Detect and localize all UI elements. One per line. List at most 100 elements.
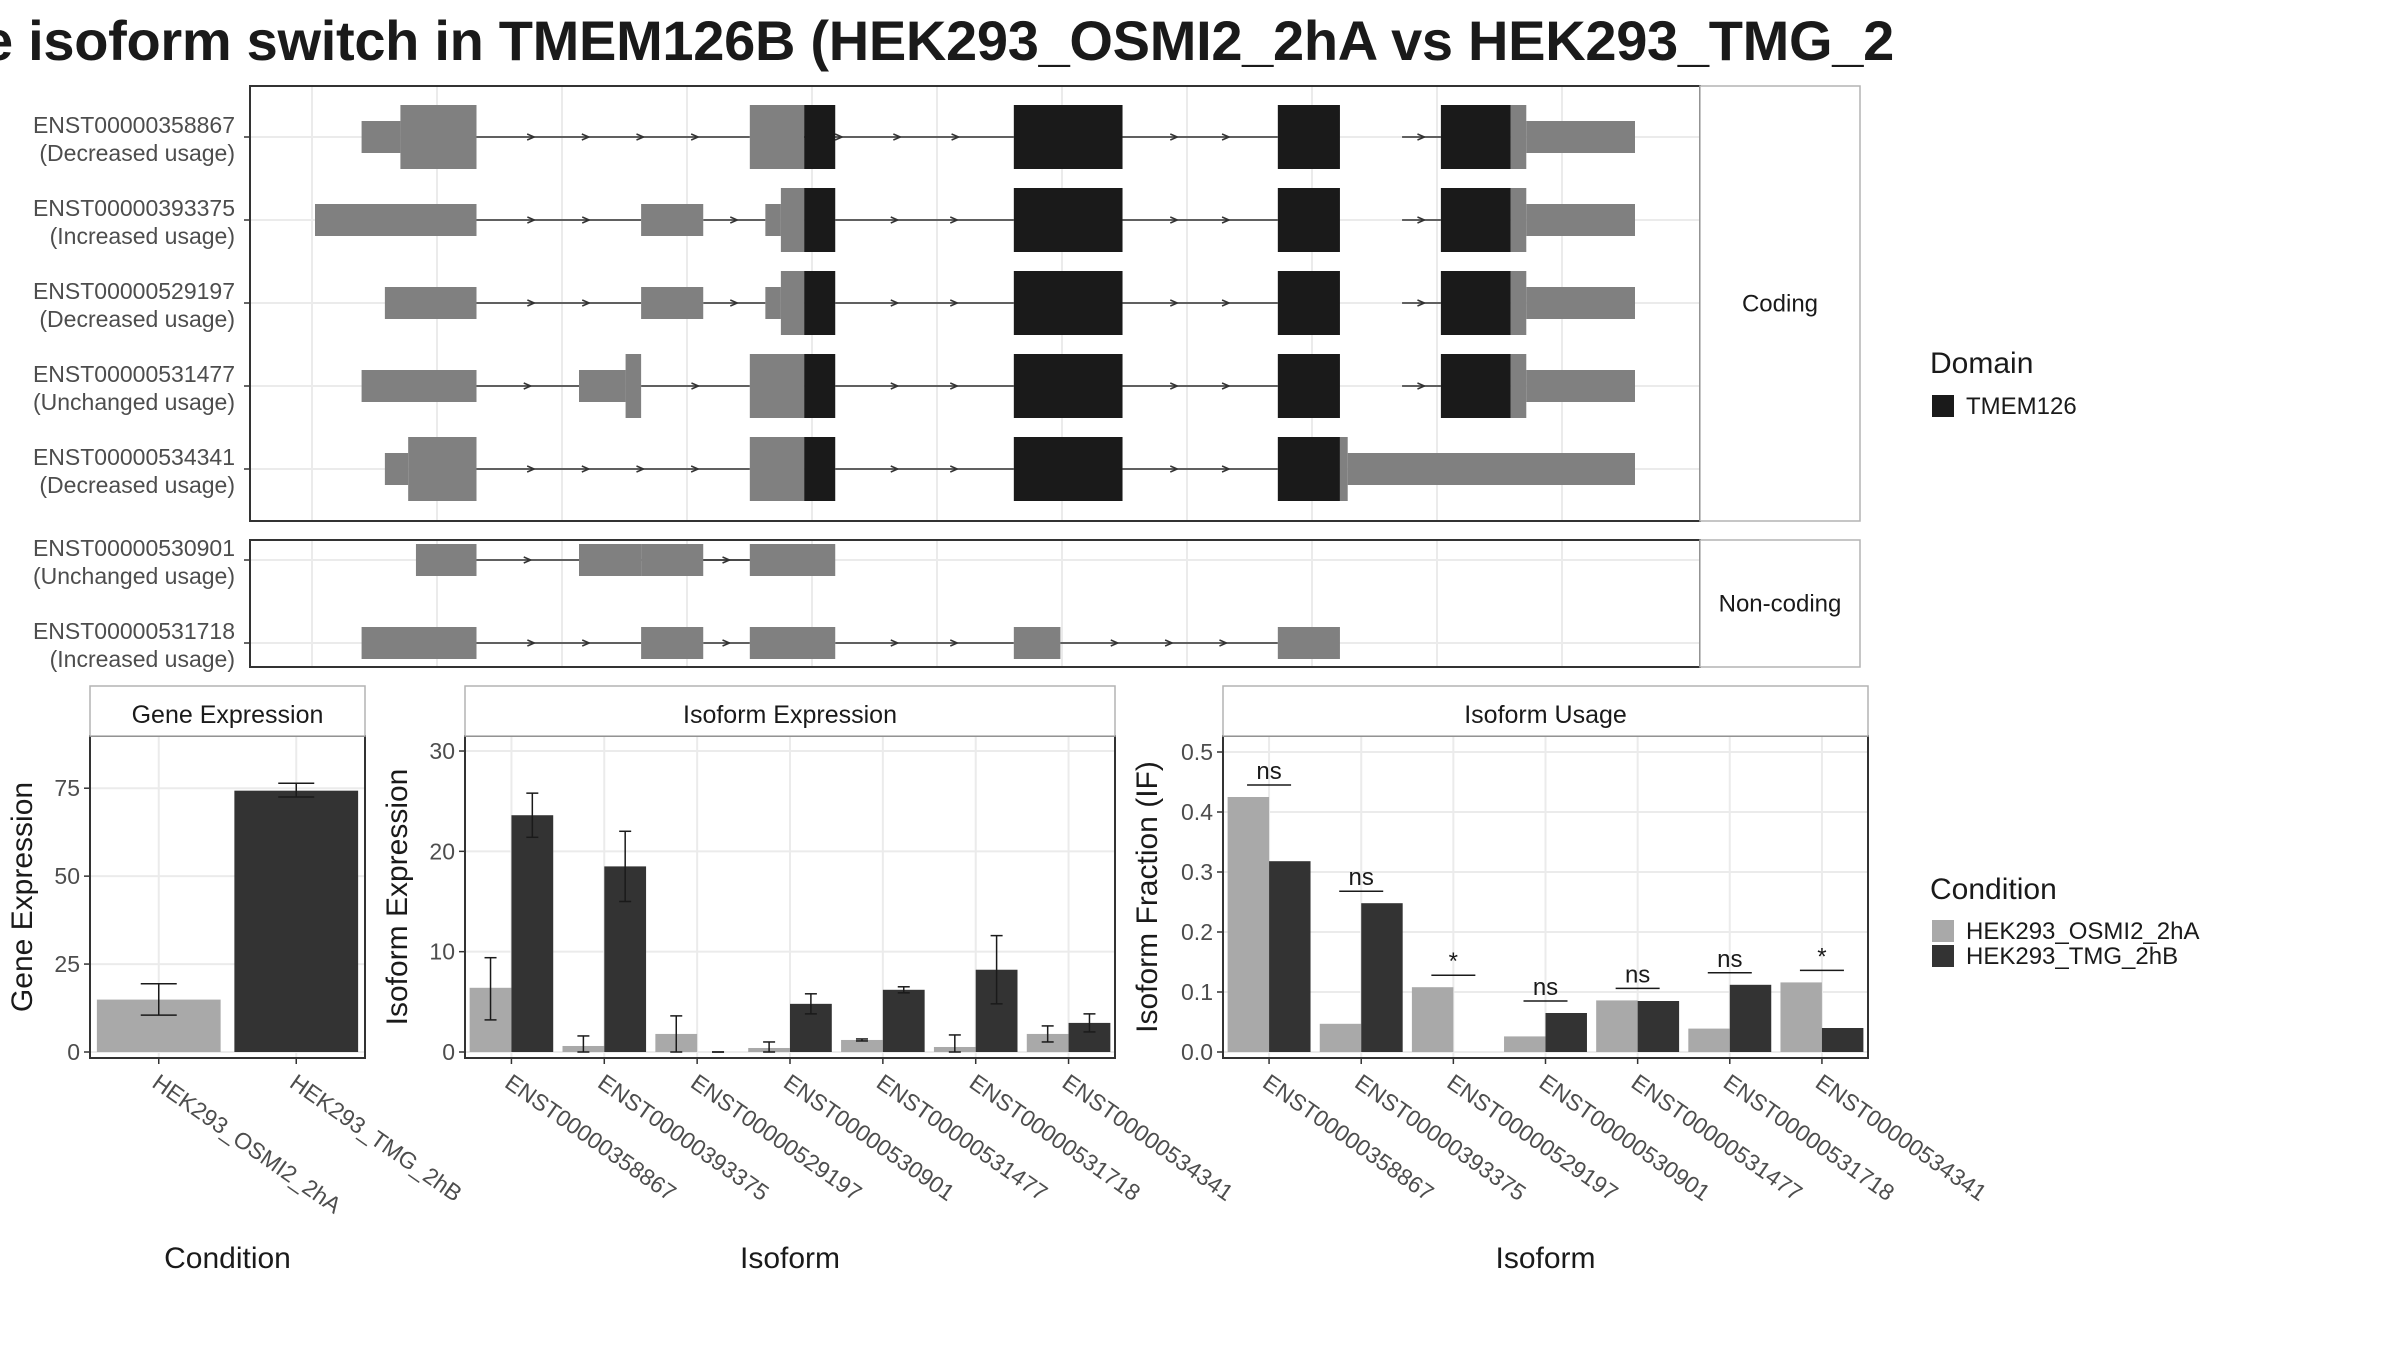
intron-arrow xyxy=(691,382,701,390)
intron-arrow xyxy=(527,216,537,224)
utr-exon xyxy=(1526,204,1635,236)
transcript-usage-label: (Unchanged usage) xyxy=(33,389,235,415)
transcript-usage-label: (Increased usage) xyxy=(50,223,235,249)
intron-arrow xyxy=(890,382,900,390)
utr-exon xyxy=(1013,627,1061,659)
utr-exon xyxy=(765,287,781,319)
coding-exon xyxy=(1277,271,1340,335)
coding-exon xyxy=(1013,188,1123,252)
isoform-expression-x-axis-label: Isoform xyxy=(740,1242,840,1275)
utr-exon xyxy=(749,105,805,169)
intron-arrow xyxy=(1221,133,1231,141)
intron-arrow xyxy=(893,133,903,141)
bar xyxy=(1026,1033,1069,1052)
coding-exon xyxy=(804,437,836,501)
intron-arrow xyxy=(1417,216,1427,224)
intron-arrow xyxy=(581,216,592,224)
coding-strip xyxy=(1699,85,1861,522)
bar xyxy=(1596,1000,1638,1052)
intron-arrow xyxy=(949,465,960,473)
intron-arrow xyxy=(729,216,740,224)
intron-arrow xyxy=(581,299,592,307)
utr-exon xyxy=(315,204,477,236)
y-tick-label: 0.3 xyxy=(1181,859,1213,885)
coding-exon xyxy=(1013,437,1123,501)
significance-label: ns xyxy=(1533,974,1558,1001)
bar xyxy=(1637,1001,1680,1052)
gene-expression-title-strip xyxy=(89,685,366,737)
intron-arrow xyxy=(949,639,960,647)
transcript-id-label: ENST00000534341 xyxy=(33,444,235,470)
transcript-id-label: ENST00000358867 xyxy=(33,112,235,138)
intron-arrow xyxy=(636,133,646,141)
intron-arrow xyxy=(1169,382,1180,390)
transcript-usage-label: (Decreased usage) xyxy=(39,306,235,332)
noncoding-panel-bg xyxy=(250,540,1700,667)
intron-arrow xyxy=(1169,299,1180,307)
significance-label: ns xyxy=(1349,864,1374,891)
y-tick-label: 10 xyxy=(429,939,455,965)
utr-exon xyxy=(1510,188,1527,252)
coding-exon xyxy=(804,354,836,418)
intron-arrow xyxy=(890,465,900,473)
utr-exon xyxy=(765,204,781,236)
x-tick-label: ENST00000531718 xyxy=(965,1069,1145,1206)
intron-arrow xyxy=(1169,133,1180,141)
utr-exon xyxy=(384,287,477,319)
utr-exon xyxy=(579,370,626,402)
intron-arrow xyxy=(581,133,591,141)
condition-legend-swatch xyxy=(1932,945,1954,967)
x-tick-label: ENST00000531477 xyxy=(1627,1069,1807,1206)
utr-exon xyxy=(361,121,401,153)
intron-arrow xyxy=(949,382,960,390)
significance-label: * xyxy=(1449,948,1458,975)
bar xyxy=(1780,982,1822,1052)
intron-arrow xyxy=(729,299,740,307)
intron-arrow xyxy=(1221,382,1231,390)
utr-exon xyxy=(625,354,642,418)
x-tick-label: ENST00000393375 xyxy=(1350,1069,1530,1206)
intron-arrow xyxy=(1221,299,1231,307)
intron-arrow xyxy=(949,216,960,224)
isoform-usage-title-strip xyxy=(1222,685,1869,737)
utr-exon xyxy=(749,437,805,501)
intron-arrow xyxy=(722,639,732,647)
coding-exon xyxy=(1013,271,1123,335)
coding-exon xyxy=(1277,354,1340,418)
intron-arrow xyxy=(1221,216,1231,224)
utr-exon xyxy=(749,544,836,576)
y-tick-label: 50 xyxy=(54,863,80,889)
utr-exon xyxy=(641,287,704,319)
isoform-usage-x-axis-label: Isoform xyxy=(1495,1242,1595,1275)
intron-arrow xyxy=(890,299,900,307)
utr-exon xyxy=(1339,437,1348,501)
y-tick-label: 0 xyxy=(442,1039,455,1065)
intron-arrow xyxy=(951,133,961,141)
coding-exon xyxy=(804,271,836,335)
utr-exon xyxy=(579,544,642,576)
intron-arrow xyxy=(1169,216,1180,224)
transcript-id-label: ENST00000393375 xyxy=(33,195,235,221)
utr-exon xyxy=(749,354,805,418)
condition-legend-title: Condition xyxy=(1930,873,2057,906)
intron-arrow xyxy=(526,465,537,473)
coding-exon xyxy=(1277,188,1340,252)
isoform-expression-y-axis-label: Isoform Expression xyxy=(381,769,414,1026)
bar xyxy=(1821,1028,1864,1052)
intron-arrow xyxy=(834,133,845,141)
utr-exon xyxy=(1347,453,1635,485)
y-tick-label: 75 xyxy=(54,775,80,801)
transcript-usage-label: (Unchanged usage) xyxy=(33,563,235,589)
y-tick-label: 0 xyxy=(67,1039,80,1065)
transcript-usage-label: (Increased usage) xyxy=(50,646,235,672)
x-tick-label: ENST00000530901 xyxy=(1535,1069,1715,1206)
bar xyxy=(1227,797,1270,1052)
y-tick-label: 0.2 xyxy=(1181,919,1213,945)
transcript-usage-label: (Decreased usage) xyxy=(39,472,235,498)
bar xyxy=(1361,903,1403,1052)
x-tick-label: ENST00000531477 xyxy=(872,1069,1052,1206)
coding-exon xyxy=(1013,354,1123,418)
intron-arrow xyxy=(636,465,646,473)
x-tick-label: ENST00000393375 xyxy=(593,1069,773,1206)
